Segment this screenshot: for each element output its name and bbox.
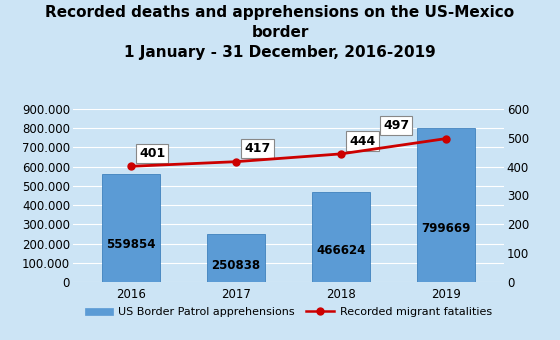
Text: 401: 401	[139, 147, 165, 160]
Text: 466624: 466624	[316, 244, 366, 257]
Text: 559854: 559854	[106, 238, 155, 251]
Bar	[102, 174, 160, 282]
Text: 799669: 799669	[422, 222, 471, 235]
Text: 250838: 250838	[211, 259, 260, 272]
Bar	[312, 192, 370, 282]
Legend: US Border Patrol apprehensions, Recorded migrant fatalities: US Border Patrol apprehensions, Recorded…	[81, 303, 496, 322]
Bar	[417, 128, 475, 282]
Text: 417: 417	[244, 142, 270, 155]
Text: Recorded deaths and apprehensions on the US-Mexico
border
1 January - 31 Decembe: Recorded deaths and apprehensions on the…	[45, 5, 515, 60]
Text: 444: 444	[349, 135, 376, 148]
Text: 497: 497	[383, 119, 409, 132]
Bar	[207, 234, 265, 282]
